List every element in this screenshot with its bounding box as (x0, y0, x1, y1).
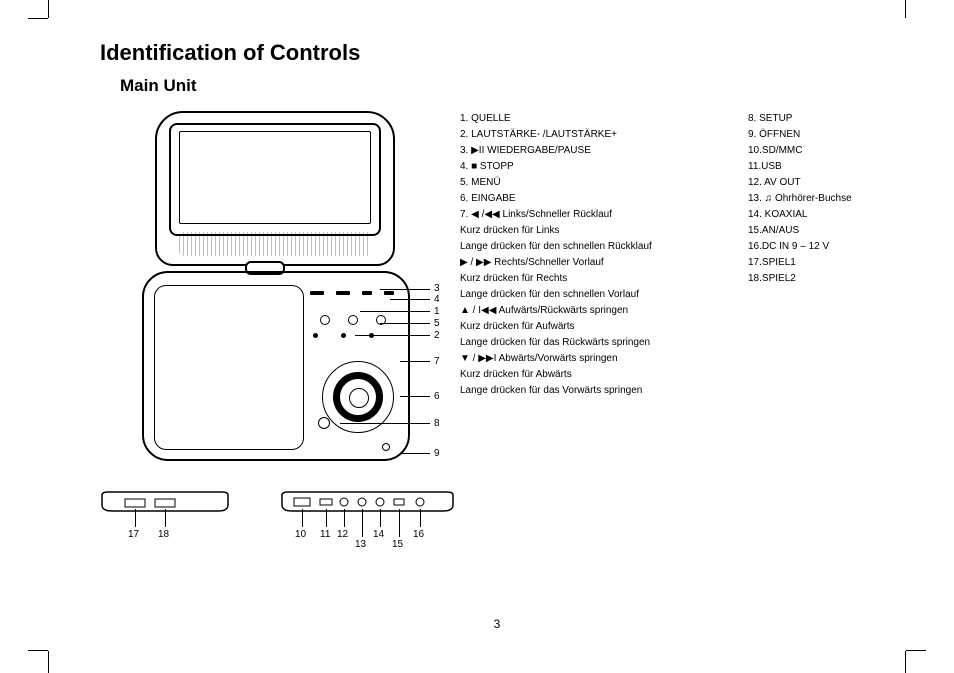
legend-line: 4. ■ STOPP (460, 159, 730, 175)
callout-11: 11 (320, 529, 330, 540)
legend: 1. QUELLE2. LAUTSTÄRKE- /LAUTSTÄRKE+3. ▶… (460, 111, 894, 546)
callout-15: 15 (392, 539, 403, 550)
legend-line: 11.USB (748, 159, 888, 175)
legend-line: 9. ÖFFNEN (748, 127, 888, 143)
callout-4: 4 (434, 294, 440, 305)
callout-9: 9 (434, 448, 440, 459)
callout-7: 7 (434, 356, 440, 367)
legend-line: ▶ / ▶▶ Rechts/Schneller Vorlauf (460, 255, 730, 271)
legend-line: 16.DC IN 9 – 12 V (748, 239, 888, 255)
legend-line: Kurz drücken für Abwärts (460, 367, 730, 383)
page-subtitle: Main Unit (120, 76, 894, 96)
legend-line: 1. QUELLE (460, 111, 730, 127)
legend-line: 8. SETUP (748, 111, 888, 127)
page-number: 3 (494, 617, 501, 631)
legend-line: 7. ◀ /◀◀ Links/Schneller Rücklauf (460, 207, 730, 223)
legend-line: 10.SD/MMC (748, 143, 888, 159)
legend-line: Lange drücken für das Rückwärts springen (460, 335, 730, 351)
legend-line: ▼ / ▶▶I Abwärts/Vorwärts springen (460, 351, 730, 367)
callout-10: 10 (295, 529, 306, 540)
callout-1: 1 (434, 306, 440, 317)
callout-6: 6 (434, 391, 440, 402)
legend-line: 12. AV OUT (748, 175, 888, 191)
legend-line: Lange drücken für den schnellen Rückklau… (460, 239, 730, 255)
legend-line: 3. ▶II WIEDERGABE/PAUSE (460, 143, 730, 159)
callout-5: 5 (434, 318, 440, 329)
legend-line: 2. LAUTSTÄRKE- /LAUTSTÄRKE+ (460, 127, 730, 143)
legend-line: Kurz drücken für Links (460, 223, 730, 239)
callout-13: 13 (355, 539, 366, 550)
legend-line: Kurz drücken für Rechts (460, 271, 730, 287)
callout-8: 8 (434, 418, 440, 429)
callout-18: 18 (158, 529, 169, 540)
callout-16: 16 (413, 529, 424, 540)
legend-line: 13. ♫ Ohrhörer-Buchse (748, 191, 888, 207)
callout-3: 3 (434, 283, 440, 294)
legend-line: 18.SPIEL2 (748, 271, 888, 287)
legend-line: 17.SPIEL1 (748, 255, 888, 271)
legend-line: Kurz drücken für Aufwärts (460, 319, 730, 335)
page-title: Identification of Controls (100, 40, 894, 66)
legend-line: 15.AN/AUS (748, 223, 888, 239)
legend-line: 5. MENÜ (460, 175, 730, 191)
callout-17: 17 (128, 529, 139, 540)
side-views: 17 18 (100, 491, 430, 546)
main-unit-diagram: 3 4 1 5 2 7 6 8 9 (100, 111, 430, 461)
legend-line: ▲ / I◀◀ Aufwärts/Rückwärts springen (460, 303, 730, 319)
callout-14: 14 (373, 529, 384, 540)
legend-line: Lange drücken für das Vorwärts springen (460, 383, 730, 399)
callout-2: 2 (434, 330, 440, 341)
legend-line: 6. EINGABE (460, 191, 730, 207)
legend-line: 14. KOAXIAL (748, 207, 888, 223)
legend-line: Lange drücken für den schnellen Vorlauf (460, 287, 730, 303)
callout-12: 12 (337, 529, 348, 540)
